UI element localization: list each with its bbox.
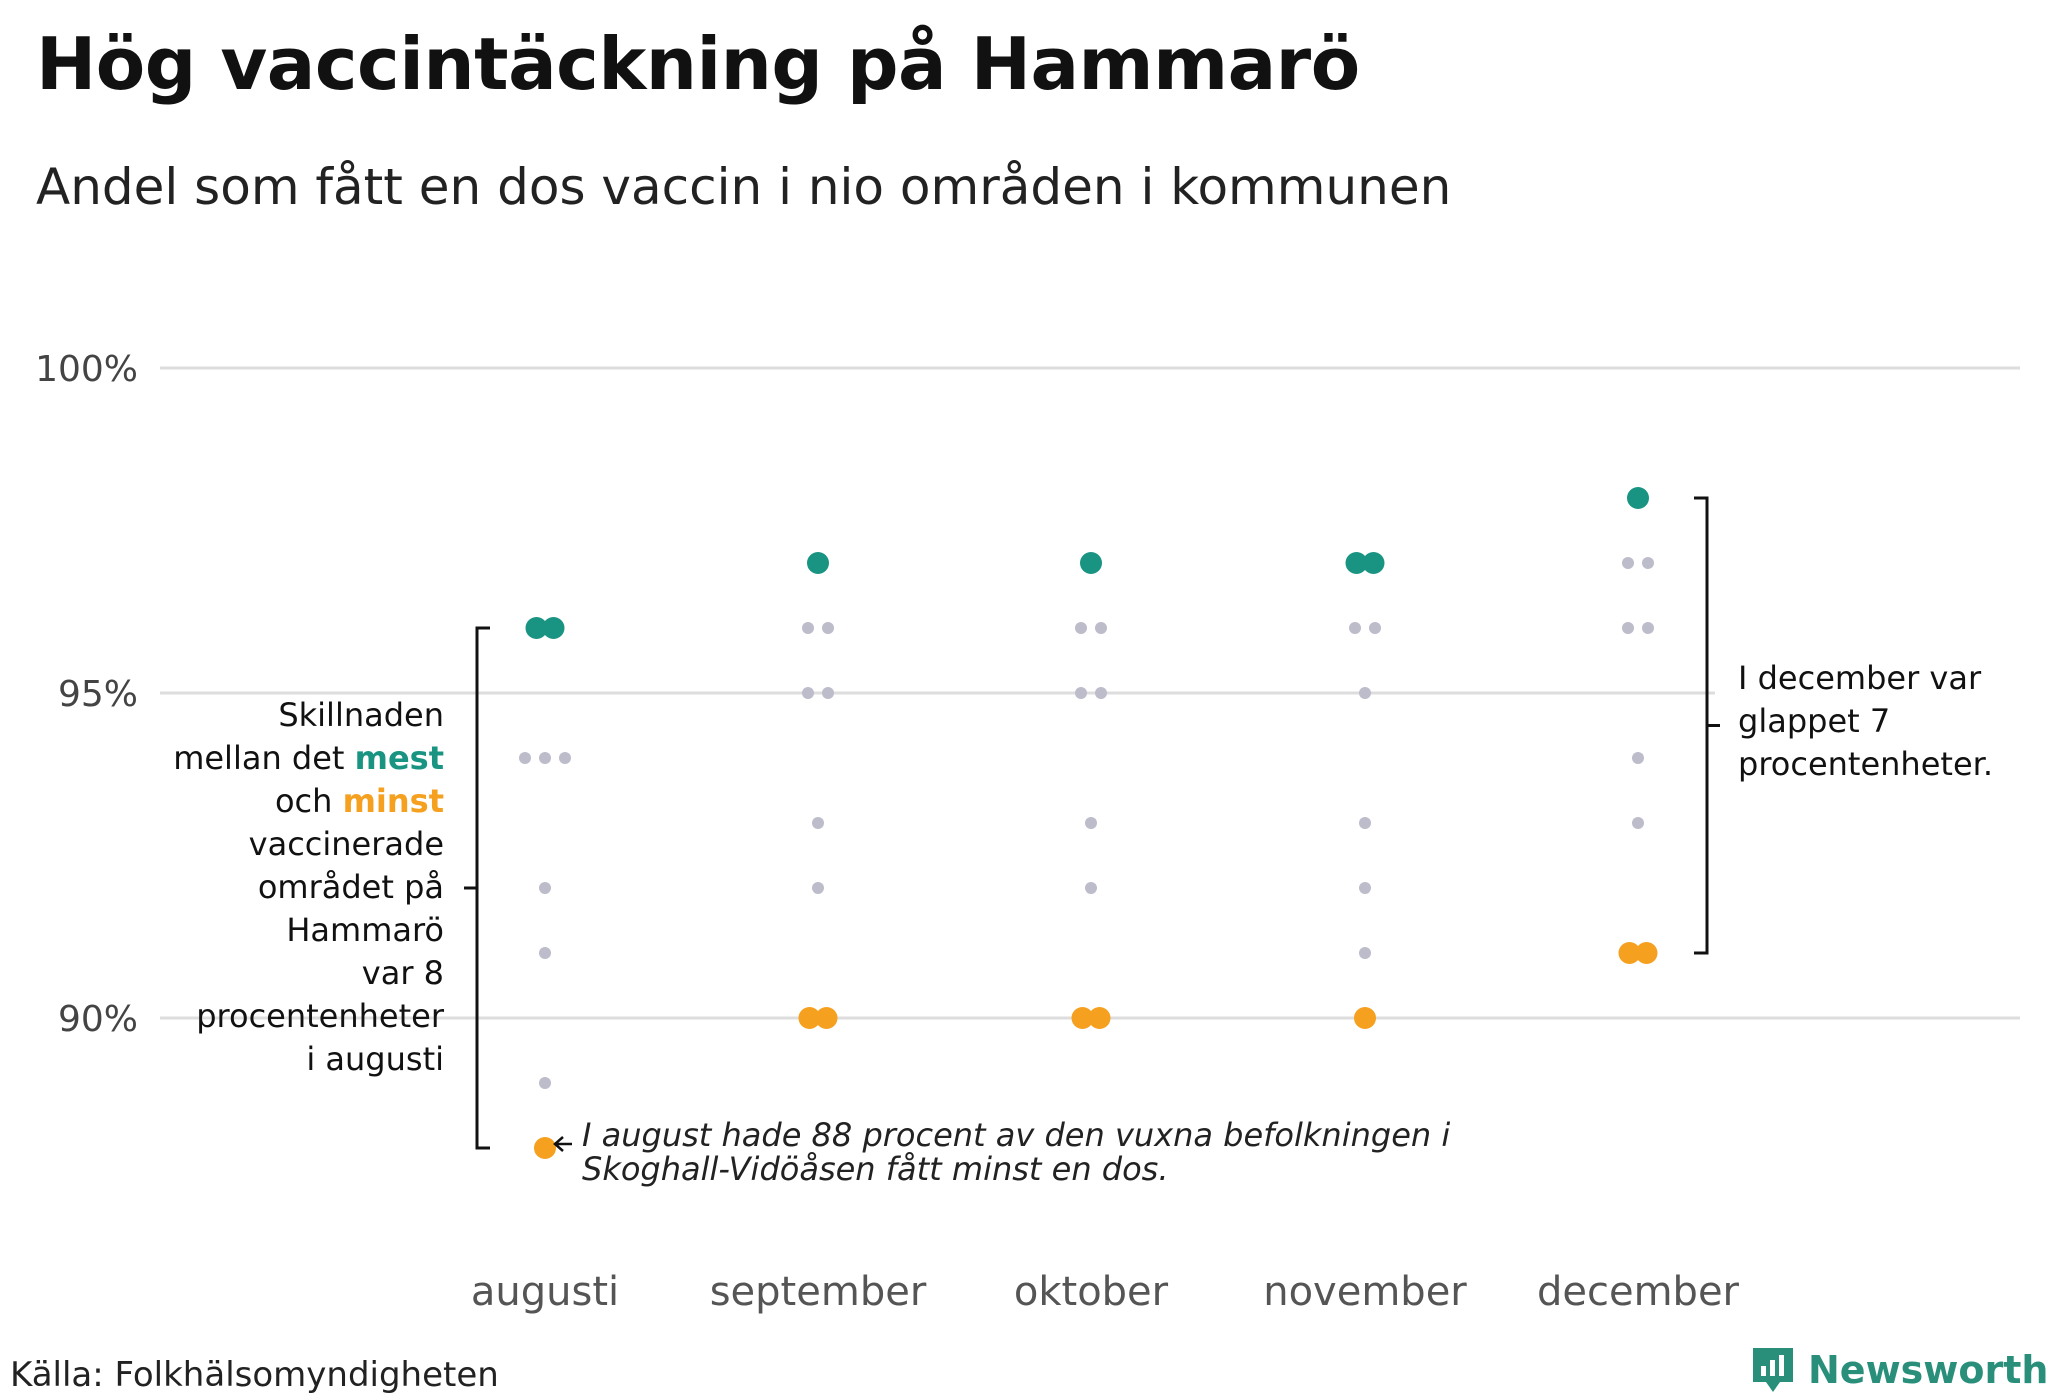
annotation-text: procentenheter bbox=[196, 997, 445, 1035]
dot-area bbox=[1085, 817, 1097, 829]
x-axis-ticks: augusti september oktober november december bbox=[471, 1269, 1740, 1315]
annotation-left-line: var 8 bbox=[362, 954, 444, 992]
y-tick-label: 90% bbox=[58, 999, 138, 1040]
annotation-text: Skillnaden bbox=[278, 696, 444, 734]
dot-area bbox=[1359, 882, 1371, 894]
brand-name: Newsworthy bbox=[1808, 1348, 2048, 1392]
annotation-text: vaccinerade bbox=[249, 825, 444, 863]
annotation-text: Hammarö bbox=[286, 911, 444, 949]
dot-area bbox=[539, 1077, 551, 1089]
annotation-left-line: Skillnaden bbox=[278, 696, 444, 734]
annotation-text: mellan det bbox=[173, 739, 354, 777]
dot-area bbox=[1369, 622, 1381, 634]
dot-most bbox=[1080, 552, 1102, 574]
annotation-left-line: vaccinerade bbox=[249, 825, 444, 863]
dot-least bbox=[1354, 1007, 1376, 1029]
dot-area bbox=[1095, 687, 1107, 699]
annotation-text: i augusti bbox=[306, 1040, 444, 1078]
dot-area bbox=[1622, 557, 1634, 569]
dot-area bbox=[1095, 622, 1107, 634]
newsworthy-logo[interactable]: Newsworthy bbox=[1750, 1345, 2048, 1395]
dot-area bbox=[1632, 817, 1644, 829]
annotation-right-line: I december var bbox=[1738, 659, 1982, 697]
dot-area bbox=[519, 752, 531, 764]
dot-area bbox=[1622, 622, 1634, 634]
annotation-highlight: minst bbox=[343, 782, 444, 820]
dot-area bbox=[1075, 622, 1087, 634]
dot-area bbox=[812, 882, 824, 894]
dot-least bbox=[1635, 942, 1658, 964]
dot-most bbox=[1362, 552, 1385, 574]
y-axis-ticks: 100% 95% 90% bbox=[35, 349, 138, 1040]
dot-most bbox=[542, 617, 565, 639]
dot-area bbox=[559, 752, 571, 764]
dot-least bbox=[1618, 942, 1641, 964]
dot-least bbox=[815, 1007, 838, 1029]
dot-area bbox=[802, 687, 814, 699]
x-tick-label: augusti bbox=[471, 1269, 619, 1315]
annotation-left-line: mellan det mest bbox=[173, 739, 444, 777]
bar-chart-icon bbox=[1753, 1348, 1793, 1392]
dot-most bbox=[1345, 552, 1368, 574]
x-tick-label: november bbox=[1263, 1269, 1467, 1315]
x-tick-label: december bbox=[1537, 1269, 1740, 1315]
y-tick-label: 95% bbox=[58, 674, 138, 715]
dot-area bbox=[1642, 622, 1654, 634]
dot-area bbox=[1359, 687, 1371, 699]
annotation-right-line: procentenheter. bbox=[1738, 745, 1993, 783]
dot-area bbox=[822, 622, 834, 634]
annotation-text: var 8 bbox=[362, 954, 444, 992]
annotation-left-line: området på bbox=[258, 868, 444, 906]
dot-area bbox=[1075, 687, 1087, 699]
dot-plot: 100% 95% 90% augusti september oktober novemb… bbox=[35, 349, 2020, 1315]
dot-area bbox=[1085, 882, 1097, 894]
chart-subtitle: Andel som fått en dos vaccin i nio områd… bbox=[36, 158, 1452, 216]
dot-most bbox=[1627, 487, 1649, 509]
annotation-text: området på bbox=[258, 868, 444, 906]
annotation-text: och bbox=[275, 782, 343, 820]
dot-area bbox=[1359, 817, 1371, 829]
annotation-left-line: procentenheter bbox=[196, 997, 445, 1035]
dot-area bbox=[822, 687, 834, 699]
dot-area bbox=[802, 622, 814, 634]
dot-area bbox=[1349, 622, 1361, 634]
chart-title: Hög vaccintäckning på Hammarö bbox=[36, 22, 1360, 106]
y-tick-label: 100% bbox=[35, 349, 138, 390]
range-bracket bbox=[464, 626, 490, 1150]
dot-area bbox=[539, 882, 551, 894]
x-tick-label: september bbox=[710, 1269, 927, 1315]
x-tick-label: oktober bbox=[1014, 1269, 1169, 1315]
source-label: Källa: Folkhälsomyndigheten bbox=[10, 1355, 499, 1395]
annotation-note-line: I august hade 88 procent av den vuxna be… bbox=[582, 1116, 1450, 1154]
annotation-left-line: Hammarö bbox=[286, 911, 444, 949]
dot-area bbox=[1632, 752, 1644, 764]
range-bracket bbox=[1694, 496, 1720, 955]
dot-most bbox=[525, 617, 548, 639]
dot-area bbox=[1642, 557, 1654, 569]
dot-area bbox=[539, 752, 551, 764]
dot-least bbox=[534, 1137, 556, 1159]
dot-area bbox=[1359, 947, 1371, 959]
annotation-highlight: mest bbox=[355, 739, 444, 777]
annotation-right-line: glappet 7 bbox=[1738, 702, 1890, 740]
dot-area bbox=[539, 947, 551, 959]
annotation-left-line: i augusti bbox=[306, 1040, 444, 1078]
dot-area bbox=[812, 817, 824, 829]
dot-least bbox=[1071, 1007, 1094, 1029]
dot-least bbox=[798, 1007, 821, 1029]
data-points bbox=[519, 487, 1658, 1159]
annotation-left-line: och minst bbox=[275, 782, 444, 820]
dot-least bbox=[1088, 1007, 1111, 1029]
arrow-left-icon bbox=[553, 1136, 572, 1152]
range-brackets bbox=[464, 496, 1720, 1150]
annotation-note-line: Skoghall-Vidöåsen fått minst en dos. bbox=[582, 1150, 1169, 1188]
dot-most bbox=[807, 552, 829, 574]
